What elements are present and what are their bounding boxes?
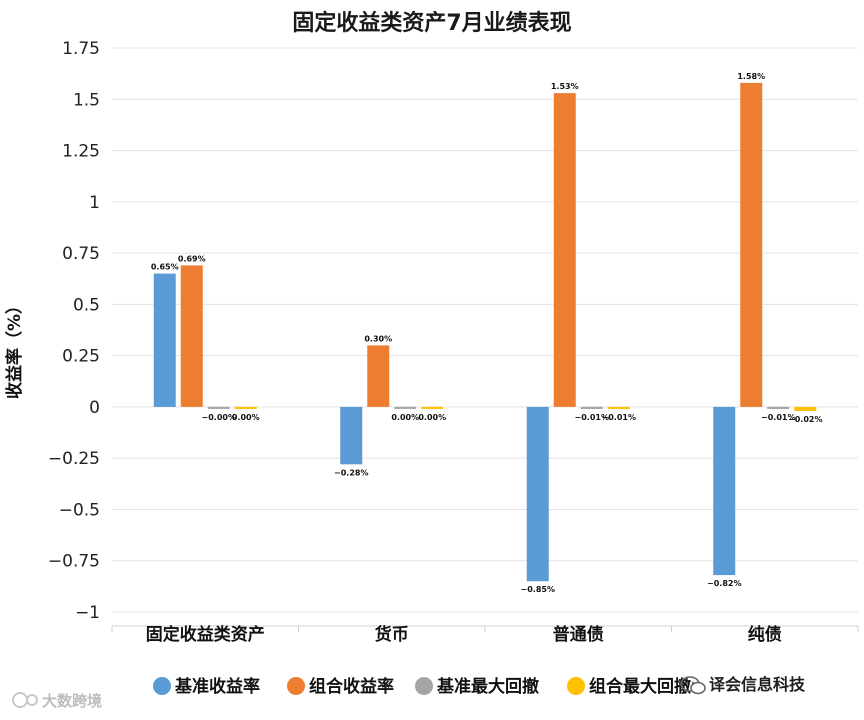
data-label: 1.58%: [737, 72, 765, 81]
data-label: −0.01%: [602, 413, 636, 422]
data-label: 0.65%: [151, 263, 179, 272]
y-tick-label: 0.5: [73, 295, 100, 315]
legend-label: 组合最大回撤: [589, 676, 691, 697]
legend-label: 基准最大回撤: [436, 676, 539, 697]
x-axis-ticks: 固定收益类资产 货币 普通债 纯债: [111, 624, 859, 645]
watermark-right: 译会信息科技: [680, 675, 806, 695]
x-tick-label: 普通债: [553, 624, 604, 645]
legend-item: 基准最大回撤: [415, 676, 539, 697]
legend-label: 组合收益率: [309, 676, 394, 697]
y-tick-label: −0.25: [48, 449, 100, 469]
bar: [526, 406, 549, 582]
x-tick-label: 纯债: [748, 624, 782, 645]
y-tick-label: −0.75: [48, 552, 100, 572]
bar: [153, 273, 176, 407]
bar: [767, 406, 790, 409]
bar: [367, 345, 390, 407]
wechat-icon: [680, 676, 706, 695]
y-tick-label: 1.25: [62, 142, 100, 162]
y-tick-label: −0.5: [59, 500, 100, 520]
legend-marker: [415, 677, 433, 695]
data-label: −0.01%: [575, 413, 609, 422]
watermark-left: 大数跨境: [12, 692, 102, 710]
legend-marker: [153, 677, 171, 695]
bar: [207, 406, 230, 409]
bar: [180, 265, 203, 407]
x-tick-label: 货币: [375, 624, 409, 645]
legend-marker: [567, 677, 585, 695]
legend: 基准收益率 组合收益率 基准最大回撤 组合最大回撤: [153, 676, 691, 697]
y-axis-label: 收益率（%）: [4, 297, 25, 399]
bar: [713, 406, 736, 576]
bar: [607, 406, 630, 409]
data-label: 1.53%: [551, 82, 579, 91]
legend-marker: [287, 677, 305, 695]
legend-item: 组合收益率: [287, 676, 394, 697]
data-label: −0.82%: [707, 579, 741, 588]
data-label: −0.02%: [788, 415, 822, 424]
y-tick-label: 1: [89, 193, 100, 213]
bar: [340, 406, 363, 465]
data-label: −0.00%: [202, 413, 236, 422]
bar: [580, 406, 603, 409]
data-label: −0.85%: [521, 585, 555, 594]
data-label: 0.69%: [178, 254, 206, 263]
bar: [740, 82, 763, 407]
x-tick-label: 固定收益类资产: [146, 624, 265, 645]
data-label: 0.30%: [364, 334, 392, 343]
data-label: 0.00%: [418, 413, 446, 422]
bar: [553, 93, 576, 407]
legend-item: 组合最大回撤: [567, 676, 691, 697]
watermark-right-text: 译会信息科技: [709, 675, 806, 694]
data-label: −0.28%: [334, 468, 368, 477]
legend-item: 基准收益率: [153, 676, 260, 697]
y-tick-label: 1.5: [73, 90, 100, 110]
legend-label: 基准收益率: [174, 676, 260, 697]
bar: [794, 406, 817, 412]
y-tick-label: −1: [75, 603, 100, 623]
bar: [421, 406, 444, 409]
data-labels: 0.65%0.69%−0.00%0.00%−0.28%0.30%0.00% 0.0…: [151, 72, 823, 594]
logo-icon: [12, 692, 38, 708]
chart-title: 固定收益类资产7月业绩表现: [292, 10, 571, 36]
y-axis-ticks: 1.75 1.5 1.25 1 0.75 0.5 0.25 0 −0.25 −0.5 −0.75 −1: [48, 39, 100, 623]
bar: [234, 406, 257, 409]
watermark-left-text: 大数跨境: [42, 692, 102, 710]
data-label: 0.00%: [232, 413, 260, 422]
bar: [394, 406, 417, 409]
data-label: 0.00%: [391, 413, 419, 422]
y-tick-label: 0.75: [62, 244, 100, 264]
y-tick-label: 1.75: [62, 39, 100, 59]
y-tick-label: 0.25: [62, 347, 100, 367]
y-tick-label: 0: [89, 398, 100, 418]
data-label: −0.01%: [761, 413, 795, 422]
bars: [153, 82, 817, 582]
